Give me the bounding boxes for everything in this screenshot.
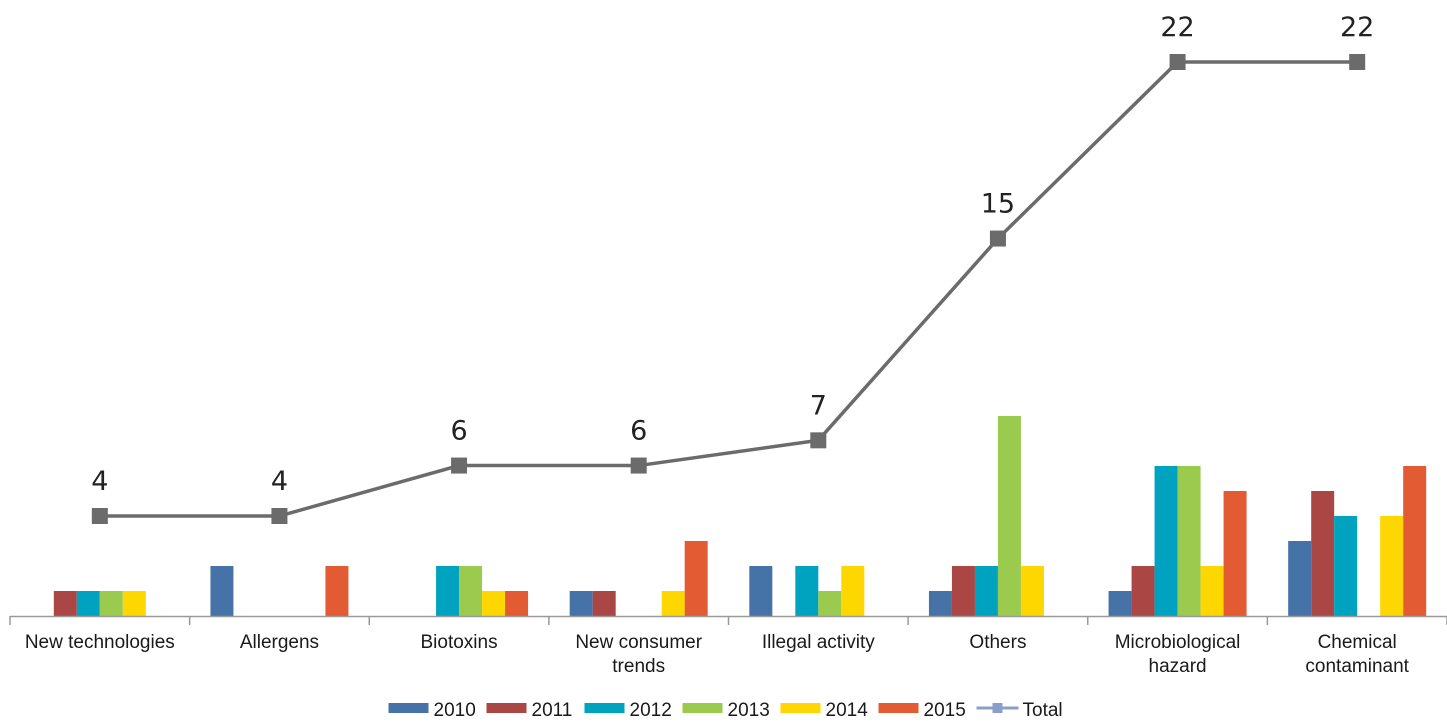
bar-2014-4 (841, 566, 865, 616)
legend-label: 2011 (532, 700, 573, 721)
bar-2012-4 (795, 566, 819, 616)
total-marker (1169, 54, 1186, 70)
category-label: New technologies (25, 632, 175, 653)
bar-2015-7 (1403, 466, 1427, 616)
bar-2010-5 (928, 591, 952, 616)
total-marker (810, 432, 827, 449)
total-data-label: 4 (91, 466, 108, 497)
total-data-label: 4 (271, 466, 288, 497)
total-data-label: 22 (1340, 12, 1374, 43)
x-axis: New technologies Allergens Biotoxins New co… (9, 615, 1447, 677)
total-marker (989, 230, 1006, 247)
legend-swatch (682, 703, 723, 713)
bar-2011-0 (53, 591, 77, 616)
total-data-label: 6 (630, 416, 647, 447)
bar-2015-3 (684, 541, 708, 616)
bars-layer (53, 416, 1427, 616)
legend-label: 2014 (826, 700, 869, 721)
category-label: contaminant (1305, 656, 1409, 677)
bar-2012-0 (76, 591, 100, 616)
legend: 2010 2011 2012 2013 2014 2015 Total (388, 700, 1063, 721)
bar-2014-2 (482, 591, 506, 616)
total-data-label: 7 (810, 390, 827, 421)
bar-2013-6 (1177, 466, 1201, 616)
legend-item-Total: Total (976, 700, 1063, 721)
total-marker (630, 457, 647, 474)
legend-label: 2010 (434, 700, 476, 721)
bar-2014-0 (122, 591, 146, 616)
category-label: Chemical (1318, 632, 1397, 653)
category-label: Illegal activity (762, 632, 875, 653)
legend-item-2015: 2015 (878, 700, 966, 721)
bar-2010-1 (210, 566, 234, 616)
bar-2014-5 (1020, 566, 1044, 616)
total-marker (451, 457, 468, 474)
total-line-layer: 4 4 6 6 7 15 22 22 (91, 12, 1374, 524)
legend-label: Total (1023, 700, 1063, 721)
total-data-label: 22 (1160, 12, 1194, 43)
total-line (99, 60, 1358, 518)
bar-2015-2 (505, 591, 529, 616)
total-data-label: 15 (981, 189, 1015, 220)
bar-2013-2 (459, 566, 483, 616)
bar-2012-6 (1154, 466, 1178, 616)
bar-2010-3 (569, 591, 593, 616)
bar-2015-1 (325, 566, 349, 616)
bar-2013-5 (997, 416, 1021, 616)
category-label: Others (969, 632, 1026, 653)
bar-2015-6 (1223, 491, 1247, 616)
category-label: Microbiological (1115, 632, 1241, 653)
category-label: trends (612, 656, 665, 677)
legend-swatch (388, 703, 429, 713)
legend-swatch (486, 703, 527, 713)
bar-2011-6 (1131, 566, 1155, 616)
bar-2012-5 (974, 566, 998, 616)
legend-label: 2013 (728, 700, 770, 721)
bar-2013-4 (818, 591, 842, 616)
category-label: New consumer (575, 632, 702, 653)
legend-item-2011: 2011 (486, 700, 573, 721)
category-label: Allergens (240, 632, 319, 653)
bar-2012-2 (436, 566, 460, 616)
category-label: Biotoxins (421, 632, 498, 653)
total-marker (271, 508, 288, 524)
legend-item-2010: 2010 (388, 700, 476, 721)
bar-2011-3 (592, 591, 616, 616)
bar-2010-4 (749, 566, 773, 616)
legend-swatch (878, 703, 919, 713)
category-label: hazard (1149, 656, 1207, 677)
legend-item-2012: 2012 (584, 700, 672, 721)
bar-2010-6 (1108, 591, 1132, 616)
bar-2013-0 (99, 591, 123, 616)
bar-2010-7 (1288, 541, 1312, 616)
legend-label: 2015 (924, 700, 966, 721)
legend-item-2013: 2013 (682, 700, 770, 721)
bar-2011-7 (1311, 491, 1335, 616)
legend-label: 2012 (630, 700, 672, 721)
legend-item-2014: 2014 (780, 700, 869, 721)
bar-2012-7 (1334, 516, 1358, 616)
bar-2014-7 (1380, 516, 1404, 616)
bar-2014-6 (1200, 566, 1224, 616)
legend-marker (992, 703, 1003, 713)
legend-swatch (780, 703, 821, 713)
legend-swatch (584, 703, 625, 713)
total-marker (91, 508, 108, 524)
bar-2014-3 (661, 591, 685, 616)
bar-2011-5 (951, 566, 975, 616)
total-marker (1349, 54, 1366, 70)
total-data-label: 6 (450, 416, 467, 447)
